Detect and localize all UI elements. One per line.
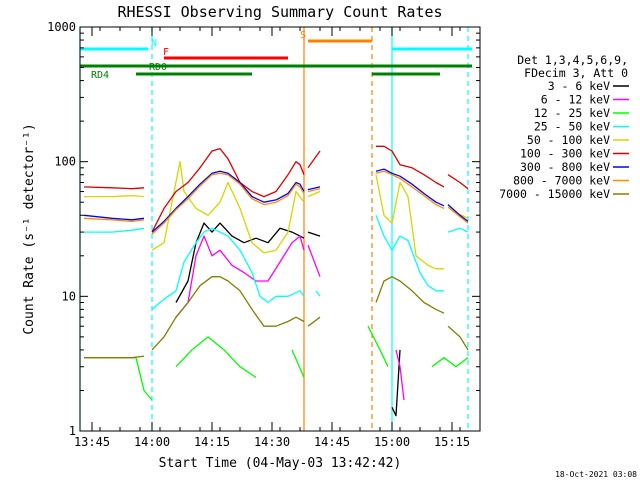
legend-label: 800 - 7000 keV bbox=[513, 174, 610, 188]
legend-label: 7000 - 15000 keV bbox=[499, 187, 610, 201]
legend-header: Det 1,3,4,5,6,9, bbox=[517, 53, 628, 67]
series-line-6-12-keV bbox=[395, 349, 405, 401]
series-line-3-6-keV bbox=[307, 231, 321, 237]
series-line-50-100-keV bbox=[307, 190, 321, 198]
series-line-100-300-keV bbox=[307, 150, 321, 169]
legend-label: 25 - 50 keV bbox=[534, 120, 610, 134]
series-line-12-25-keV bbox=[431, 357, 469, 368]
legend-label: 100 - 300 keV bbox=[520, 147, 610, 161]
legend-header: FDecim 3, Att 0 bbox=[524, 66, 628, 80]
y-axis: 1 10 100 1000 bbox=[47, 20, 480, 438]
series-line-7000-15000-keV bbox=[375, 276, 445, 314]
series-line-100-300-keV bbox=[447, 174, 469, 190]
series-line-300-800-keV bbox=[151, 170, 305, 233]
series-line-800-7000-keV bbox=[151, 172, 305, 235]
footer-timestamp: 18-Oct-2021 03:08 bbox=[555, 470, 637, 479]
x-tick-label: 13:45 bbox=[74, 435, 110, 449]
x-tick-label: 15:00 bbox=[374, 435, 410, 449]
y-tick-label: 100 bbox=[54, 155, 76, 169]
series-line-800-7000-keV bbox=[83, 217, 145, 223]
series-lines bbox=[83, 145, 469, 417]
x-tick-label: 14:00 bbox=[134, 435, 170, 449]
series-line-12-25-keV bbox=[367, 325, 389, 367]
series-line-50-100-keV bbox=[151, 161, 305, 254]
series-line-300-800-keV bbox=[307, 186, 321, 191]
legend-label: 3 - 6 keV bbox=[548, 79, 610, 93]
series-line-7000-15000-keV bbox=[307, 316, 321, 327]
series-line-7000-15000-keV bbox=[84, 355, 145, 359]
x-tick-label: 14:45 bbox=[314, 435, 350, 449]
series-line-12-25-keV bbox=[175, 336, 257, 378]
series-line-3-6-keV bbox=[175, 222, 305, 303]
series-line-800-7000-keV bbox=[447, 206, 469, 224]
series-line-3-6-keV bbox=[391, 349, 401, 417]
series-line-6-12-keV bbox=[307, 244, 321, 277]
legend: Det 1,3,4,5,6,9,FDecim 3, Att 03 - 6 keV… bbox=[499, 53, 629, 201]
series-line-300-800-keV bbox=[447, 204, 469, 222]
series-line-100-300-keV bbox=[151, 147, 305, 233]
x-axis-label: Start Time (04-May-03 13:42:42) bbox=[159, 456, 402, 471]
legend-label: 300 - 800 keV bbox=[520, 160, 610, 174]
series-line-50-100-keV bbox=[375, 174, 444, 270]
y-axis-label: Count Rate (s⁻¹ detector⁻¹) bbox=[22, 123, 37, 334]
series-line-7000-15000-keV bbox=[151, 276, 305, 351]
state-bar-label: F bbox=[163, 47, 169, 58]
series-line-100-300-keV bbox=[83, 186, 145, 190]
series-line-25-50-keV bbox=[84, 227, 145, 233]
chart-title: RHESSI Observing Summary Count Rates bbox=[117, 3, 442, 21]
series-line-300-800-keV bbox=[83, 214, 145, 221]
state-bar-label: N bbox=[151, 38, 157, 49]
series-line-6-12-keV bbox=[175, 235, 305, 318]
state-bar-label: RD0 bbox=[149, 62, 167, 73]
x-tick-label: 14:30 bbox=[254, 435, 290, 449]
x-axis: 13:45 14:00 14:15 14:30 14:45 15:00 15:15 bbox=[74, 27, 481, 449]
state-bar-label: RD4 bbox=[91, 70, 109, 81]
legend-label: 6 - 12 keV bbox=[541, 93, 610, 107]
series-line-25-50-keV bbox=[447, 227, 469, 233]
legend-label: 12 - 25 keV bbox=[534, 106, 610, 120]
series-line-800-7000-keV bbox=[375, 170, 445, 209]
legend-label: 50 - 100 keV bbox=[527, 133, 610, 147]
series-line-25-50-keV bbox=[375, 215, 444, 292]
y-tick-label: 1000 bbox=[47, 20, 76, 34]
state-bars: NF S RD0 RD4 bbox=[80, 30, 472, 81]
series-line-25-50-keV bbox=[315, 290, 321, 297]
series-line-300-800-keV bbox=[375, 168, 445, 207]
series-line-25-50-keV bbox=[151, 227, 305, 310]
x-tick-label: 14:15 bbox=[194, 435, 230, 449]
y-tick-label: 1 bbox=[69, 424, 76, 438]
y-tick-label: 10 bbox=[62, 289, 76, 303]
series-line-50-100-keV bbox=[84, 194, 145, 198]
series-line-7000-15000-keV bbox=[447, 325, 469, 351]
series-line-800-7000-keV bbox=[307, 188, 321, 193]
state-bar-label: S bbox=[300, 30, 306, 41]
series-line-12-25-keV bbox=[291, 349, 305, 378]
x-tick-label: 15:15 bbox=[434, 435, 470, 449]
series-line-100-300-keV bbox=[376, 145, 445, 188]
